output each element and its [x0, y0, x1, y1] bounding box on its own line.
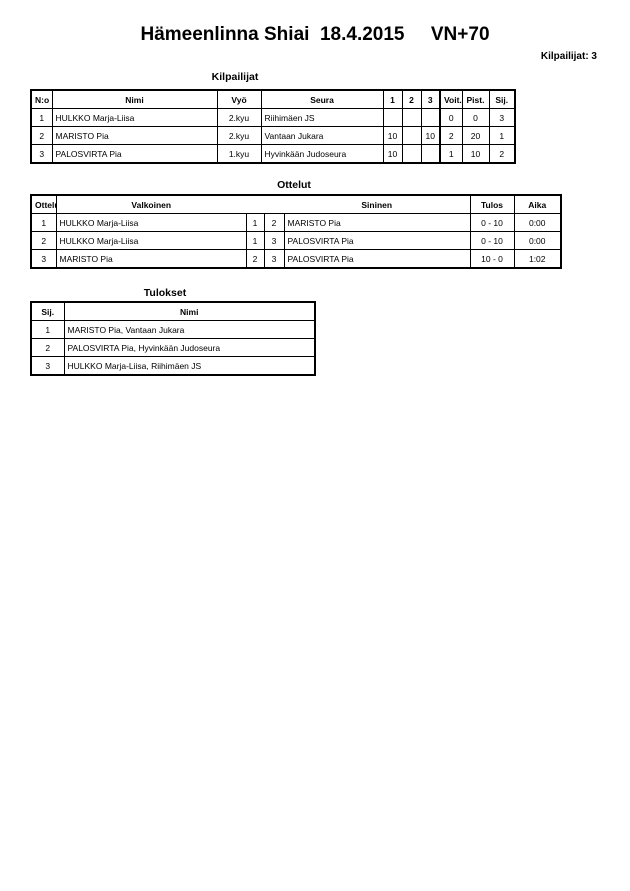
table-cell: 3	[263, 249, 285, 269]
header-row: N:o Nimi Vyö Seura 1 2 3 Voit. Pist. Sij.	[30, 89, 516, 109]
table-cell: 3	[30, 144, 53, 164]
table-row: 2 MARISTO Pia 2.kyu Vantaan Jukara 10 10 2 20 1	[30, 126, 516, 145]
table-cell: 1	[245, 213, 265, 232]
results-table: Sij. Nimi 1 MARISTO Pia, Vantaan Jukara 2 PAL…	[30, 301, 316, 376]
table-cell: 1	[439, 144, 463, 164]
column-header: Sij.	[30, 301, 65, 321]
table-cell: Hyvinkään Judoseura	[260, 144, 384, 164]
table-row: 1 HULKKO Marja-Liisa 2.kyu Riihimäen JS 0 0 3	[30, 108, 516, 127]
table-cell: 1	[30, 108, 53, 127]
table-cell: 2.kyu	[216, 108, 262, 127]
table-row: 2 HULKKO Marja-Liisa 1 3 PALOSVIRTA Pia 0 - 1…	[30, 231, 562, 250]
matches-heading: Ottelut	[277, 179, 311, 191]
table-cell: 10	[382, 144, 403, 164]
table-cell: 0 - 10	[469, 213, 515, 232]
table-cell: 1	[245, 231, 265, 250]
column-header: Pist.	[461, 89, 490, 109]
column-header: Nimi	[63, 301, 316, 321]
table-cell: 3	[30, 356, 65, 376]
table-cell: 2.kyu	[216, 126, 262, 145]
results-heading: Tulokset	[143, 287, 187, 299]
column-header: 2	[401, 89, 422, 109]
table-cell: PALOSVIRTA Pia, Hyvinkään Judoseura	[63, 338, 316, 357]
header-row: Sij. Nimi	[30, 301, 316, 321]
table-row: 3 MARISTO Pia 2 3 PALOSVIRTA Pia 10 - 0 1:02	[30, 249, 562, 269]
column-header: Seura	[260, 89, 384, 109]
table-cell	[401, 126, 422, 145]
column-header: 1	[382, 89, 403, 109]
column-header: Valkoinen	[55, 194, 246, 214]
column-header	[264, 194, 284, 214]
table-cell: HULKKO Marja-Liisa	[55, 213, 247, 232]
table-row: 3 HULKKO Marja-Liisa, Riihimäen JS	[30, 356, 316, 376]
table-cell: 1.kyu	[216, 144, 262, 164]
table-cell: PALOSVIRTA Pia	[283, 249, 471, 269]
table-cell	[401, 144, 422, 164]
table-cell: PALOSVIRTA Pia	[283, 231, 471, 250]
column-header: Aika	[513, 194, 562, 214]
competitors-heading: Kilpailijat	[211, 71, 259, 83]
column-header: 3	[420, 89, 441, 109]
table-cell: 0	[439, 108, 463, 127]
table-cell: 2	[30, 126, 53, 145]
table-cell: 1:02	[513, 249, 562, 269]
column-header: Sininen	[284, 194, 471, 214]
column-header	[246, 194, 264, 214]
table-cell: HULKKO Marja-Liisa	[51, 108, 218, 127]
column-header: Ottelu	[30, 194, 57, 214]
table-cell	[401, 108, 422, 127]
table-cell: HULKKO Marja-Liisa	[55, 231, 247, 250]
table-cell: 20	[461, 126, 490, 145]
matches-table: OtteluValkoinenSininenTulosAika1HULKKO M…	[30, 194, 562, 269]
table-cell	[382, 108, 403, 127]
table-cell: HULKKO Marja-Liisa, Riihimäen JS	[63, 356, 316, 376]
table-cell: 1	[30, 213, 57, 232]
table-cell: 10 - 0	[469, 249, 515, 269]
table-cell: 3	[263, 231, 285, 250]
table-cell	[420, 108, 441, 127]
table-row: 1 MARISTO Pia, Vantaan Jukara	[30, 320, 316, 339]
table-cell: 10	[420, 126, 441, 145]
table-cell: 2	[30, 231, 57, 250]
column-header: Voit.	[439, 89, 463, 109]
competitors-table: N:o Nimi Vyö Seura 1 2 3 Voit. Pist. Sij. 1 HULKKO …	[30, 89, 516, 164]
table-cell: 0	[461, 108, 490, 127]
table-cell: 3	[488, 108, 516, 127]
page-title: Hämeenlinna Shiai 18.4.2015 VN+70	[140, 24, 490, 45]
table-cell: Riihimäen JS	[260, 108, 384, 127]
competitor-count: Kilpailijat: 3	[540, 51, 597, 62]
table-cell: 2	[439, 126, 463, 145]
table-cell: 2	[488, 144, 516, 164]
table-cell	[420, 144, 441, 164]
table-cell: MARISTO Pia	[55, 249, 247, 269]
table-cell: 0 - 10	[469, 231, 515, 250]
table-cell: 0:00	[513, 213, 562, 232]
table-cell: 10	[382, 126, 403, 145]
column-header: Tulos	[469, 194, 515, 214]
table-cell: MARISTO Pia, Vantaan Jukara	[63, 320, 316, 339]
table-cell: 0:00	[513, 231, 562, 250]
table-cell: 10	[461, 144, 490, 164]
table-cell: 2	[30, 338, 65, 357]
table-cell: MARISTO Pia	[51, 126, 218, 145]
table-cell: Vantaan Jukara	[260, 126, 384, 145]
table-cell: PALOSVIRTA Pia	[51, 144, 218, 164]
column-header: Nimi	[51, 89, 218, 109]
table-cell: 3	[30, 249, 57, 269]
column-header: N:o	[30, 89, 53, 109]
column-header: Vyö	[216, 89, 262, 109]
table-cell: 1	[488, 126, 516, 145]
table-cell: 1	[30, 320, 65, 339]
table-cell: 2	[245, 249, 265, 269]
table-row: 2 PALOSVIRTA Pia, Hyvinkään Judoseura	[30, 338, 316, 357]
table-row: 3 PALOSVIRTA Pia 1.kyu Hyvinkään Judoseura 1…	[30, 144, 516, 164]
table-row: 1 HULKKO Marja-Liisa 1 2 MARISTO Pia 0 - 10 0:…	[30, 213, 562, 232]
table-cell: 2	[263, 213, 285, 232]
table-cell: MARISTO Pia	[283, 213, 471, 232]
column-header: Sij.	[488, 89, 516, 109]
